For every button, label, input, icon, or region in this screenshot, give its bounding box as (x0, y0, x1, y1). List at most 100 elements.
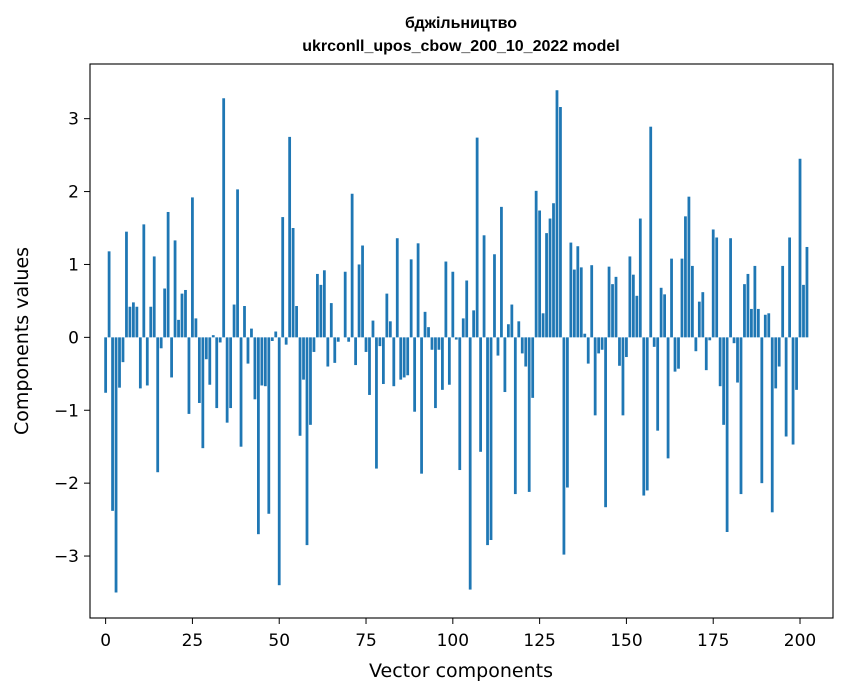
bar-127 (545, 233, 548, 338)
bar-74 (361, 245, 364, 338)
bar-26 (194, 318, 198, 338)
bar-161 (663, 294, 666, 338)
bar-34 (222, 98, 226, 338)
bar-60 (312, 337, 316, 352)
bar-162 (666, 337, 670, 459)
bar-19 (170, 337, 173, 378)
bar-199 (795, 337, 798, 390)
bar-180 (729, 238, 732, 338)
bar-96 (437, 337, 441, 350)
bar-98 (444, 261, 448, 338)
x-axis-ticks: 0 25 50 75 100 125 150 175 200 (100, 618, 816, 651)
bar-114 (500, 206, 503, 338)
bar-152 (631, 274, 635, 338)
bar-181 (732, 337, 736, 344)
bar-69 (343, 271, 347, 338)
bar-50 (277, 337, 281, 586)
bar-55 (295, 306, 298, 338)
bar-113 (496, 337, 500, 356)
bar-170 (694, 337, 698, 352)
y-tick-label-6: 3 (68, 110, 79, 130)
bar-136 (576, 246, 580, 338)
bar-42 (250, 328, 253, 338)
bar-64 (326, 337, 330, 367)
bar-series (104, 90, 809, 593)
bar-95 (434, 337, 437, 409)
bar-100 (451, 271, 455, 338)
bar-153 (635, 295, 639, 338)
bar-24 (187, 337, 191, 414)
bar-70 (347, 337, 351, 342)
bar-4 (118, 337, 121, 388)
bar-94 (430, 337, 434, 350)
bar-5 (121, 337, 125, 363)
bar-84 (395, 238, 399, 338)
x-tick-label-5: 125 (523, 631, 555, 651)
bar-143 (600, 337, 604, 350)
bar-30 (208, 337, 212, 385)
bar-185 (746, 273, 750, 338)
bar-178 (722, 337, 726, 425)
y-axis-ticks: −3 −2 −1 0 1 2 3 (54, 110, 90, 567)
bar-171 (697, 301, 701, 338)
bar-8 (132, 302, 135, 338)
bar-51 (281, 217, 285, 338)
bar-14 (152, 256, 156, 338)
bar-122 (527, 337, 531, 492)
bar-150 (625, 337, 628, 358)
bar-7 (128, 306, 132, 338)
bar-147 (614, 276, 618, 338)
bar-139 (586, 337, 590, 364)
bar-27 (197, 337, 201, 403)
bar-182 (736, 337, 739, 383)
bar-191 (767, 313, 771, 338)
bar-156 (645, 337, 649, 491)
bar-54 (291, 228, 295, 338)
bar-183 (739, 337, 743, 495)
bar-129 (552, 203, 555, 338)
bar-59 (309, 337, 312, 425)
bar-175 (711, 229, 715, 338)
bar-131 (559, 107, 562, 338)
bar-83 (392, 337, 396, 387)
bar-12 (145, 337, 149, 386)
bar-13 (149, 306, 153, 338)
bar-200 (798, 158, 802, 338)
bar-43 (253, 337, 257, 400)
bar-197 (788, 237, 791, 338)
bar-101 (454, 337, 458, 340)
bar-20 (173, 240, 177, 338)
bar-120 (520, 337, 524, 354)
bar-21 (177, 319, 180, 338)
bar-32 (215, 337, 219, 409)
bar-124 (534, 190, 538, 338)
bar-184 (743, 284, 746, 338)
bar-89 (413, 337, 417, 412)
bar-72 (354, 337, 357, 366)
bar-25 (191, 197, 194, 338)
bar-56 (298, 337, 302, 436)
bar-187 (753, 265, 757, 338)
bar-168 (687, 196, 691, 338)
bar-194 (777, 337, 781, 367)
bar-53 (288, 136, 292, 338)
bar-126 (541, 313, 545, 338)
x-tick-label-6: 150 (610, 631, 642, 651)
bar-37 (232, 304, 236, 338)
y-tick-label-1: −2 (54, 474, 79, 494)
bar-108 (479, 337, 482, 452)
bar-36 (229, 337, 233, 409)
bar-140 (590, 265, 594, 338)
bar-62 (319, 284, 323, 338)
bar-135 (572, 269, 576, 338)
bar-158 (652, 337, 656, 347)
bar-10 (138, 337, 142, 389)
bar-130 (555, 90, 559, 338)
bar-109 (482, 235, 486, 338)
bar-164 (673, 337, 677, 372)
x-tick-label-3: 75 (355, 631, 377, 651)
bar-202 (805, 246, 809, 338)
bar-112 (493, 254, 496, 338)
bar-169 (691, 265, 694, 338)
bar-46 (263, 337, 267, 387)
